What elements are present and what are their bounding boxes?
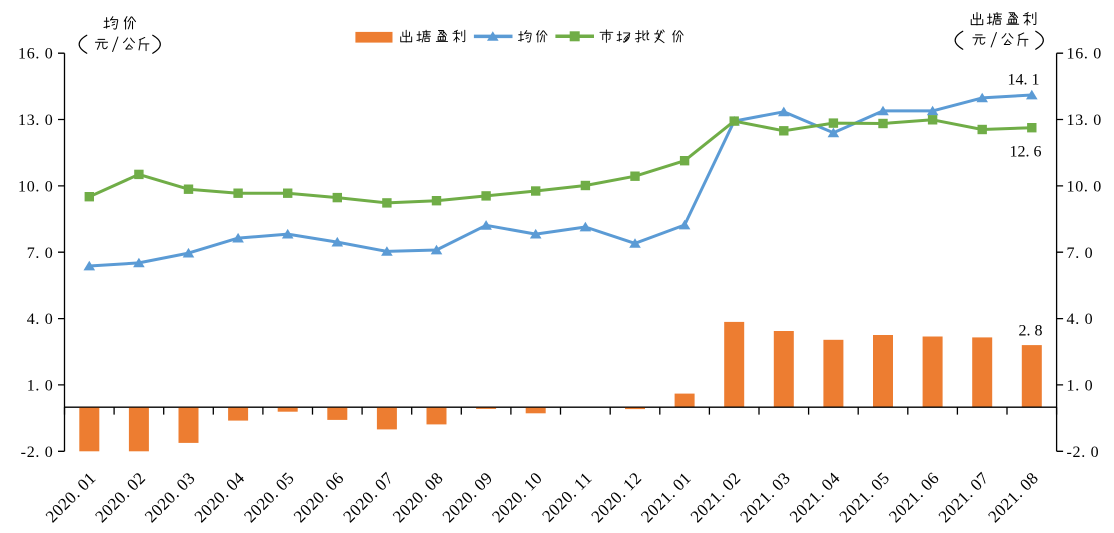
svg-text:4. 0: 4. 0 — [27, 311, 54, 328]
svg-text:1. 0: 1. 0 — [27, 377, 54, 394]
svg-text:13. 0: 13. 0 — [18, 112, 54, 129]
svg-text:13. 0: 13. 0 — [1067, 112, 1103, 129]
svg-text:14. 1: 14. 1 — [1008, 72, 1040, 89]
svg-text:4. 0: 4. 0 — [1067, 311, 1094, 328]
svg-text:10. 0: 10. 0 — [18, 178, 54, 195]
svg-text:2. 8: 2. 8 — [1019, 323, 1043, 340]
svg-text:12. 6: 12. 6 — [1010, 144, 1042, 161]
svg-text:16. 0: 16. 0 — [18, 46, 54, 63]
svg-text:7. 0: 7. 0 — [27, 245, 54, 262]
svg-text:-2. 0: -2. 0 — [21, 444, 54, 461]
svg-text:-2. 0: -2. 0 — [1067, 444, 1100, 461]
svg-text:1. 0: 1. 0 — [1067, 377, 1094, 394]
svg-text:7. 0: 7. 0 — [1067, 245, 1094, 262]
svg-text:16. 0: 16. 0 — [1067, 46, 1103, 63]
svg-text:10. 0: 10. 0 — [1067, 178, 1103, 195]
